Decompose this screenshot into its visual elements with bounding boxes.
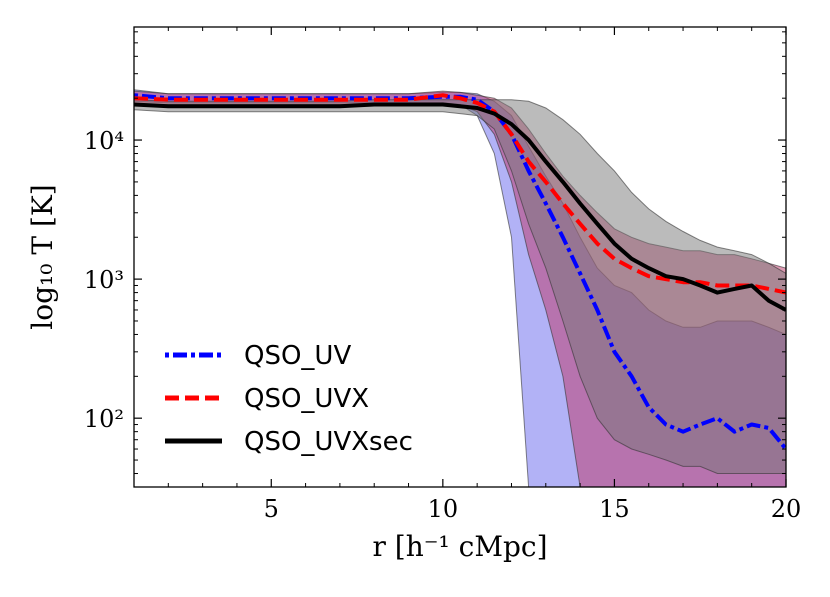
y-tick-label: 10⁴	[84, 127, 124, 155]
y-tick-label: 10²	[84, 405, 124, 433]
plot-frame	[133, 26, 787, 488]
line-qso-uvxsec	[134, 102, 786, 312]
legend-label: QSO_UVXsec	[244, 427, 413, 457]
x-axis-ticks: 5 10 15 20	[133, 27, 802, 523]
x-tick-label: 15	[599, 495, 630, 523]
x-tick-label: 10	[428, 495, 459, 523]
x-tick-label: 20	[771, 495, 802, 523]
legend-label: QSO_UVX	[244, 384, 369, 414]
series-lines	[134, 93, 786, 451]
y-axis-label: log₁₀ T [K]	[26, 184, 59, 329]
y-axis-ticks: 10² 10³ 10⁴	[84, 31, 786, 475]
legend-label: QSO_UV	[244, 341, 351, 371]
x-tick-label: 5	[264, 495, 279, 523]
line-qso-uvx	[134, 93, 786, 295]
x-axis-label: r [h⁻¹ cMpc]	[372, 530, 547, 563]
y-tick-label: 10³	[84, 266, 124, 294]
legend: QSO_UV QSO_UVX QSO_UVXsec	[165, 341, 413, 457]
